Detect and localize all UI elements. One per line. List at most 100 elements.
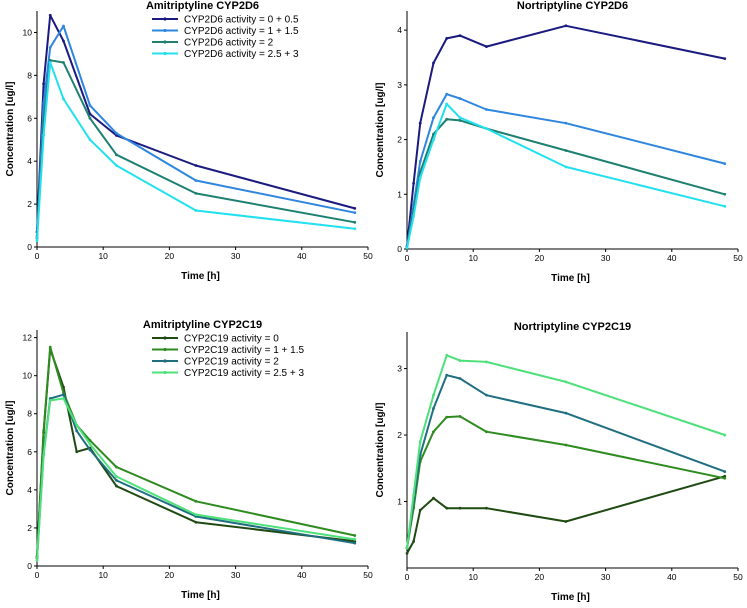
data-point xyxy=(723,57,727,60)
x-tick-label: 20 xyxy=(165,251,175,261)
series-3 xyxy=(405,117,727,249)
data-point xyxy=(115,153,118,157)
y-axis-label: Concentration [ug/l] xyxy=(5,82,16,177)
data-point xyxy=(115,475,118,478)
chart-panel-4: Nortriptyline CYP2C19 0 10 20 30 40 50 1 2 3 Time … xyxy=(375,321,743,603)
data-point xyxy=(194,513,198,517)
x-axis-label: Time [h] xyxy=(551,273,590,284)
data-point xyxy=(418,508,422,512)
y-tick-label: 0 xyxy=(397,244,402,254)
data-point xyxy=(458,506,462,510)
data-point xyxy=(42,429,46,433)
data-point xyxy=(432,132,435,136)
data-point xyxy=(458,34,462,38)
legend-label: CYP2D6 activity = 0 + 0.5 xyxy=(184,15,299,26)
data-point xyxy=(564,411,568,415)
data-point xyxy=(485,393,488,397)
series-1 xyxy=(405,24,727,248)
data-point xyxy=(75,429,79,433)
y-tick-label: 0 xyxy=(27,561,32,571)
data-point xyxy=(445,36,449,40)
y-tick-label: 2 xyxy=(397,135,402,145)
data-point xyxy=(723,162,727,166)
x-axis-label: Time [h] xyxy=(181,271,220,282)
data-point xyxy=(405,546,409,550)
data-point xyxy=(723,204,727,208)
legend-marker xyxy=(163,370,167,375)
data-point xyxy=(115,478,118,482)
y-tick-label: 2 xyxy=(27,523,32,533)
data-point xyxy=(432,393,435,397)
data-point xyxy=(412,540,416,543)
data-point xyxy=(88,438,92,442)
x-tick-label: 10 xyxy=(98,570,108,580)
series-4 xyxy=(405,353,727,550)
data-point xyxy=(35,558,39,562)
data-point xyxy=(353,227,357,231)
data-point xyxy=(88,442,92,446)
chart-panel-3: Amitriptyline CYP2C19 0 10 20 30 40 50 0 2 4 6 8 10 1… xyxy=(5,319,373,601)
data-point xyxy=(42,82,46,86)
data-point xyxy=(485,360,488,364)
data-point xyxy=(48,399,52,402)
data-point xyxy=(445,506,449,510)
data-point xyxy=(458,119,462,122)
data-point xyxy=(115,465,118,469)
legend-marker xyxy=(163,51,167,56)
series-line xyxy=(406,415,726,549)
chart-title: Nortriptyline CYP2C19 xyxy=(514,321,631,333)
series-3 xyxy=(35,393,357,560)
data-point xyxy=(432,430,435,434)
x-tick-label: 40 xyxy=(297,251,307,261)
data-point xyxy=(42,101,46,105)
x-tick-label: 30 xyxy=(231,251,241,261)
x-tick-label: 10 xyxy=(468,253,478,263)
data-point xyxy=(42,134,46,137)
legend-marker xyxy=(163,347,167,352)
x-tick-label: 20 xyxy=(535,253,545,263)
x-tick-label: 50 xyxy=(733,572,743,582)
legend-marker xyxy=(163,336,167,340)
series-line xyxy=(406,103,726,249)
data-point xyxy=(353,537,357,541)
data-point xyxy=(445,353,449,357)
data-point xyxy=(62,97,65,101)
series-line xyxy=(36,393,355,559)
series-line xyxy=(36,14,356,233)
data-point xyxy=(42,454,46,458)
data-point xyxy=(115,164,118,167)
x-tick-label: 30 xyxy=(601,253,611,263)
data-point xyxy=(194,191,198,195)
data-point xyxy=(458,97,462,100)
data-point xyxy=(88,104,92,107)
data-point xyxy=(48,61,52,64)
legend-marker xyxy=(163,40,167,44)
x-tick-label: 20 xyxy=(535,572,545,582)
data-point xyxy=(445,92,449,96)
data-point xyxy=(194,499,198,503)
data-point xyxy=(412,181,416,185)
y-tick-label: 10 xyxy=(23,27,33,37)
data-point xyxy=(723,476,727,480)
data-point xyxy=(418,121,422,125)
data-point xyxy=(412,493,416,497)
data-point xyxy=(194,164,198,167)
data-point xyxy=(564,121,568,125)
y-tick-label: 3 xyxy=(397,80,402,90)
data-point xyxy=(418,160,422,163)
data-point xyxy=(48,46,52,49)
y-tick-label: 1 xyxy=(397,497,402,507)
legend-label: CYP2C19 activity = 0 xyxy=(184,334,279,345)
data-point xyxy=(432,407,435,410)
series-line xyxy=(406,354,726,549)
legend-label: CYP2D6 activity = 2 xyxy=(184,38,274,49)
data-point xyxy=(564,165,568,169)
x-tick-label: 40 xyxy=(667,572,677,582)
data-point xyxy=(564,380,568,384)
y-tick-label: 2 xyxy=(397,430,402,440)
data-point xyxy=(723,470,727,474)
series-line xyxy=(406,24,726,247)
data-point xyxy=(432,61,435,65)
data-point xyxy=(194,209,198,212)
data-point xyxy=(194,179,198,182)
